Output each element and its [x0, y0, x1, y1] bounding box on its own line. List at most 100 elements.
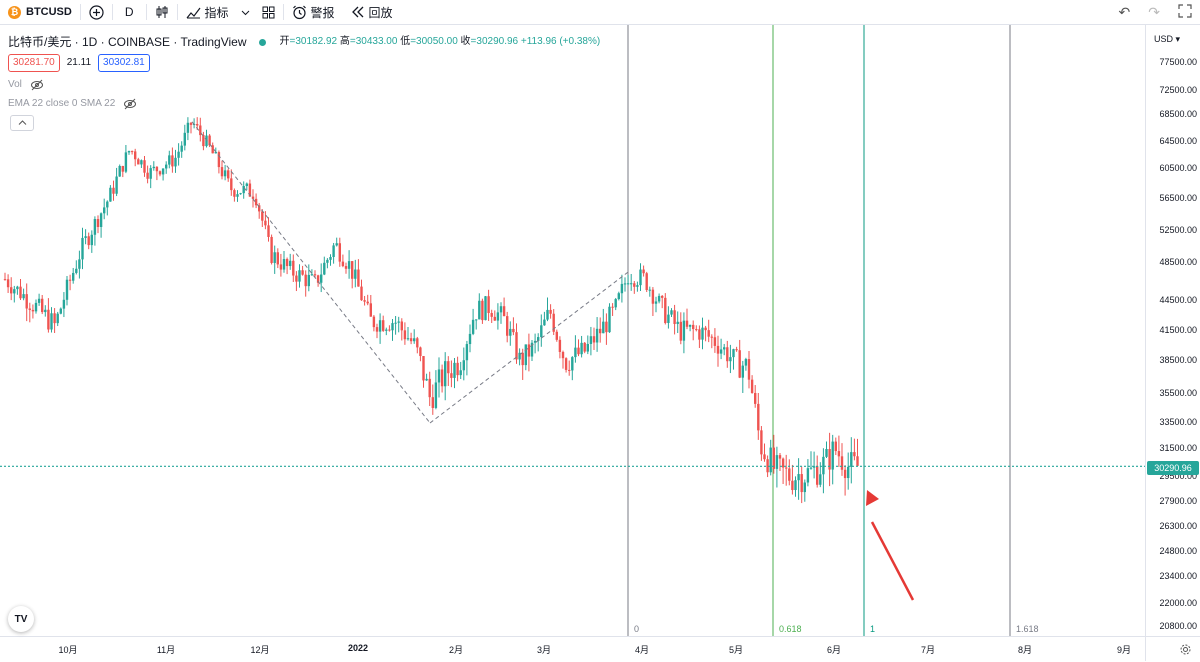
- time-axis[interactable]: 10月 11月 12月 2022 2月 3月 4月 5月 6月 7月 8月 9月: [0, 636, 1145, 662]
- candle-body: [772, 447, 775, 469]
- eye-off-icon[interactable]: [30, 79, 44, 91]
- chart-type-button[interactable]: [147, 0, 177, 24]
- candle-body: [403, 330, 407, 340]
- candle-body: [735, 349, 738, 351]
- fullscreen-icon[interactable]: [1178, 3, 1192, 21]
- tradingview-logo[interactable]: TV: [8, 606, 34, 632]
- candle-body: [747, 359, 751, 380]
- candle-body: [47, 309, 50, 330]
- candle-body: [661, 295, 664, 298]
- price-chart[interactable]: 0 0.618 1 1.618: [0, 25, 1145, 636]
- candle-body: [819, 474, 822, 485]
- candle-body: [41, 298, 44, 313]
- candle-body: [496, 312, 500, 321]
- symbol-search-button[interactable]: ₿ BTCUSD: [0, 0, 80, 24]
- volume-label: Vol: [8, 79, 22, 90]
- interval-label: D: [124, 5, 134, 19]
- ema-indicator-row[interactable]: EMA 22 close 0 SMA 22: [8, 97, 600, 111]
- candle-body: [3, 279, 7, 281]
- collapse-legend-button[interactable]: [10, 115, 34, 131]
- candle-body: [847, 466, 850, 479]
- price-tick-label: 24800.00: [1159, 546, 1197, 556]
- candle-body: [310, 274, 314, 276]
- chart-pane[interactable]: 0 0.618 1 1.618: [0, 25, 1145, 636]
- candle-body: [645, 273, 648, 291]
- candle-body: [78, 259, 81, 269]
- candle-body: [50, 313, 53, 330]
- candle-body: [158, 171, 162, 175]
- candle-body: [223, 170, 227, 177]
- candle-body: [533, 340, 537, 343]
- eye-off-icon[interactable]: [123, 98, 137, 110]
- candle-body: [434, 382, 438, 408]
- candle-body: [543, 319, 546, 326]
- high-value: =30433.00: [349, 36, 398, 47]
- candle-body: [208, 135, 211, 146]
- candle-body: [236, 194, 239, 197]
- candle-body: [360, 286, 363, 301]
- price-axis[interactable]: USD ▾ 77500.00 72500.00 68500.00 64500.00 60…: [1145, 25, 1200, 636]
- candle-body: [611, 306, 614, 308]
- candle-body: [754, 392, 757, 404]
- candle-body: [605, 321, 608, 333]
- candle-body: [664, 297, 667, 323]
- candle-body: [453, 362, 456, 378]
- layout-button[interactable]: [254, 0, 283, 24]
- candle-body: [177, 151, 180, 158]
- candle-body: [794, 480, 797, 491]
- indicators-button[interactable]: 指标: [178, 0, 237, 24]
- redo-icon[interactable]: ↷: [1148, 3, 1160, 20]
- fib-level-label: 0.618: [779, 624, 802, 634]
- candle-body: [10, 287, 13, 294]
- candle-body: [320, 274, 323, 283]
- chart-settings-button[interactable]: [1145, 636, 1200, 661]
- candle-body: [440, 369, 444, 387]
- candle-body: [719, 349, 723, 354]
- candle-body: [766, 459, 769, 473]
- candle-body: [31, 309, 35, 312]
- candle-body: [825, 448, 828, 457]
- price-tick-label: 31500.00: [1159, 443, 1197, 453]
- ask-price-button[interactable]: 30302.81: [98, 54, 150, 72]
- candle-body: [853, 452, 856, 457]
- candle-body: [34, 302, 38, 312]
- candle-body: [592, 336, 596, 343]
- spread-value: 21.11: [66, 57, 92, 68]
- candle-body: [25, 294, 28, 309]
- currency-selector[interactable]: USD ▾: [1154, 34, 1181, 44]
- candle-body: [580, 342, 583, 355]
- alert-button[interactable]: 警报: [284, 0, 343, 24]
- candle-body: [468, 333, 472, 345]
- candle-body: [710, 336, 713, 338]
- candle-body: [490, 313, 493, 317]
- candle-body: [574, 347, 577, 358]
- candle-body: [781, 458, 785, 468]
- interval-button[interactable]: D: [113, 0, 146, 24]
- undo-icon[interactable]: ↶: [1118, 3, 1131, 20]
- price-tick-label: 35500.00: [1159, 388, 1197, 398]
- indicator-templates-button[interactable]: [237, 0, 254, 24]
- candle-body: [180, 145, 183, 152]
- price-tick-label: 20800.00: [1159, 621, 1197, 631]
- candle-body: [778, 455, 782, 459]
- candle-body: [351, 261, 354, 279]
- compare-symbol-button[interactable]: [81, 0, 112, 24]
- candle-body: [654, 301, 658, 304]
- candle-body: [502, 306, 506, 317]
- price-tick-label: 22000.00: [1159, 598, 1197, 608]
- candle-body: [254, 198, 258, 206]
- candle-body: [447, 361, 450, 374]
- candle-body: [803, 482, 806, 493]
- candle-body: [633, 283, 636, 287]
- bid-price-button[interactable]: 30281.70: [8, 54, 60, 72]
- volume-indicator-row[interactable]: Vol: [8, 78, 600, 92]
- candle-body: [130, 151, 134, 153]
- candle-body: [657, 295, 661, 302]
- current-price-label: 30290.96: [1147, 461, 1199, 475]
- top-toolbar: ₿ BTCUSD D 指标 警报 回放 ↶ ↷: [0, 0, 1200, 25]
- candle-body: [304, 274, 307, 287]
- candle-body: [723, 347, 726, 350]
- candle-body: [183, 132, 186, 146]
- replay-button[interactable]: 回放: [343, 0, 401, 24]
- candle-body: [462, 360, 465, 371]
